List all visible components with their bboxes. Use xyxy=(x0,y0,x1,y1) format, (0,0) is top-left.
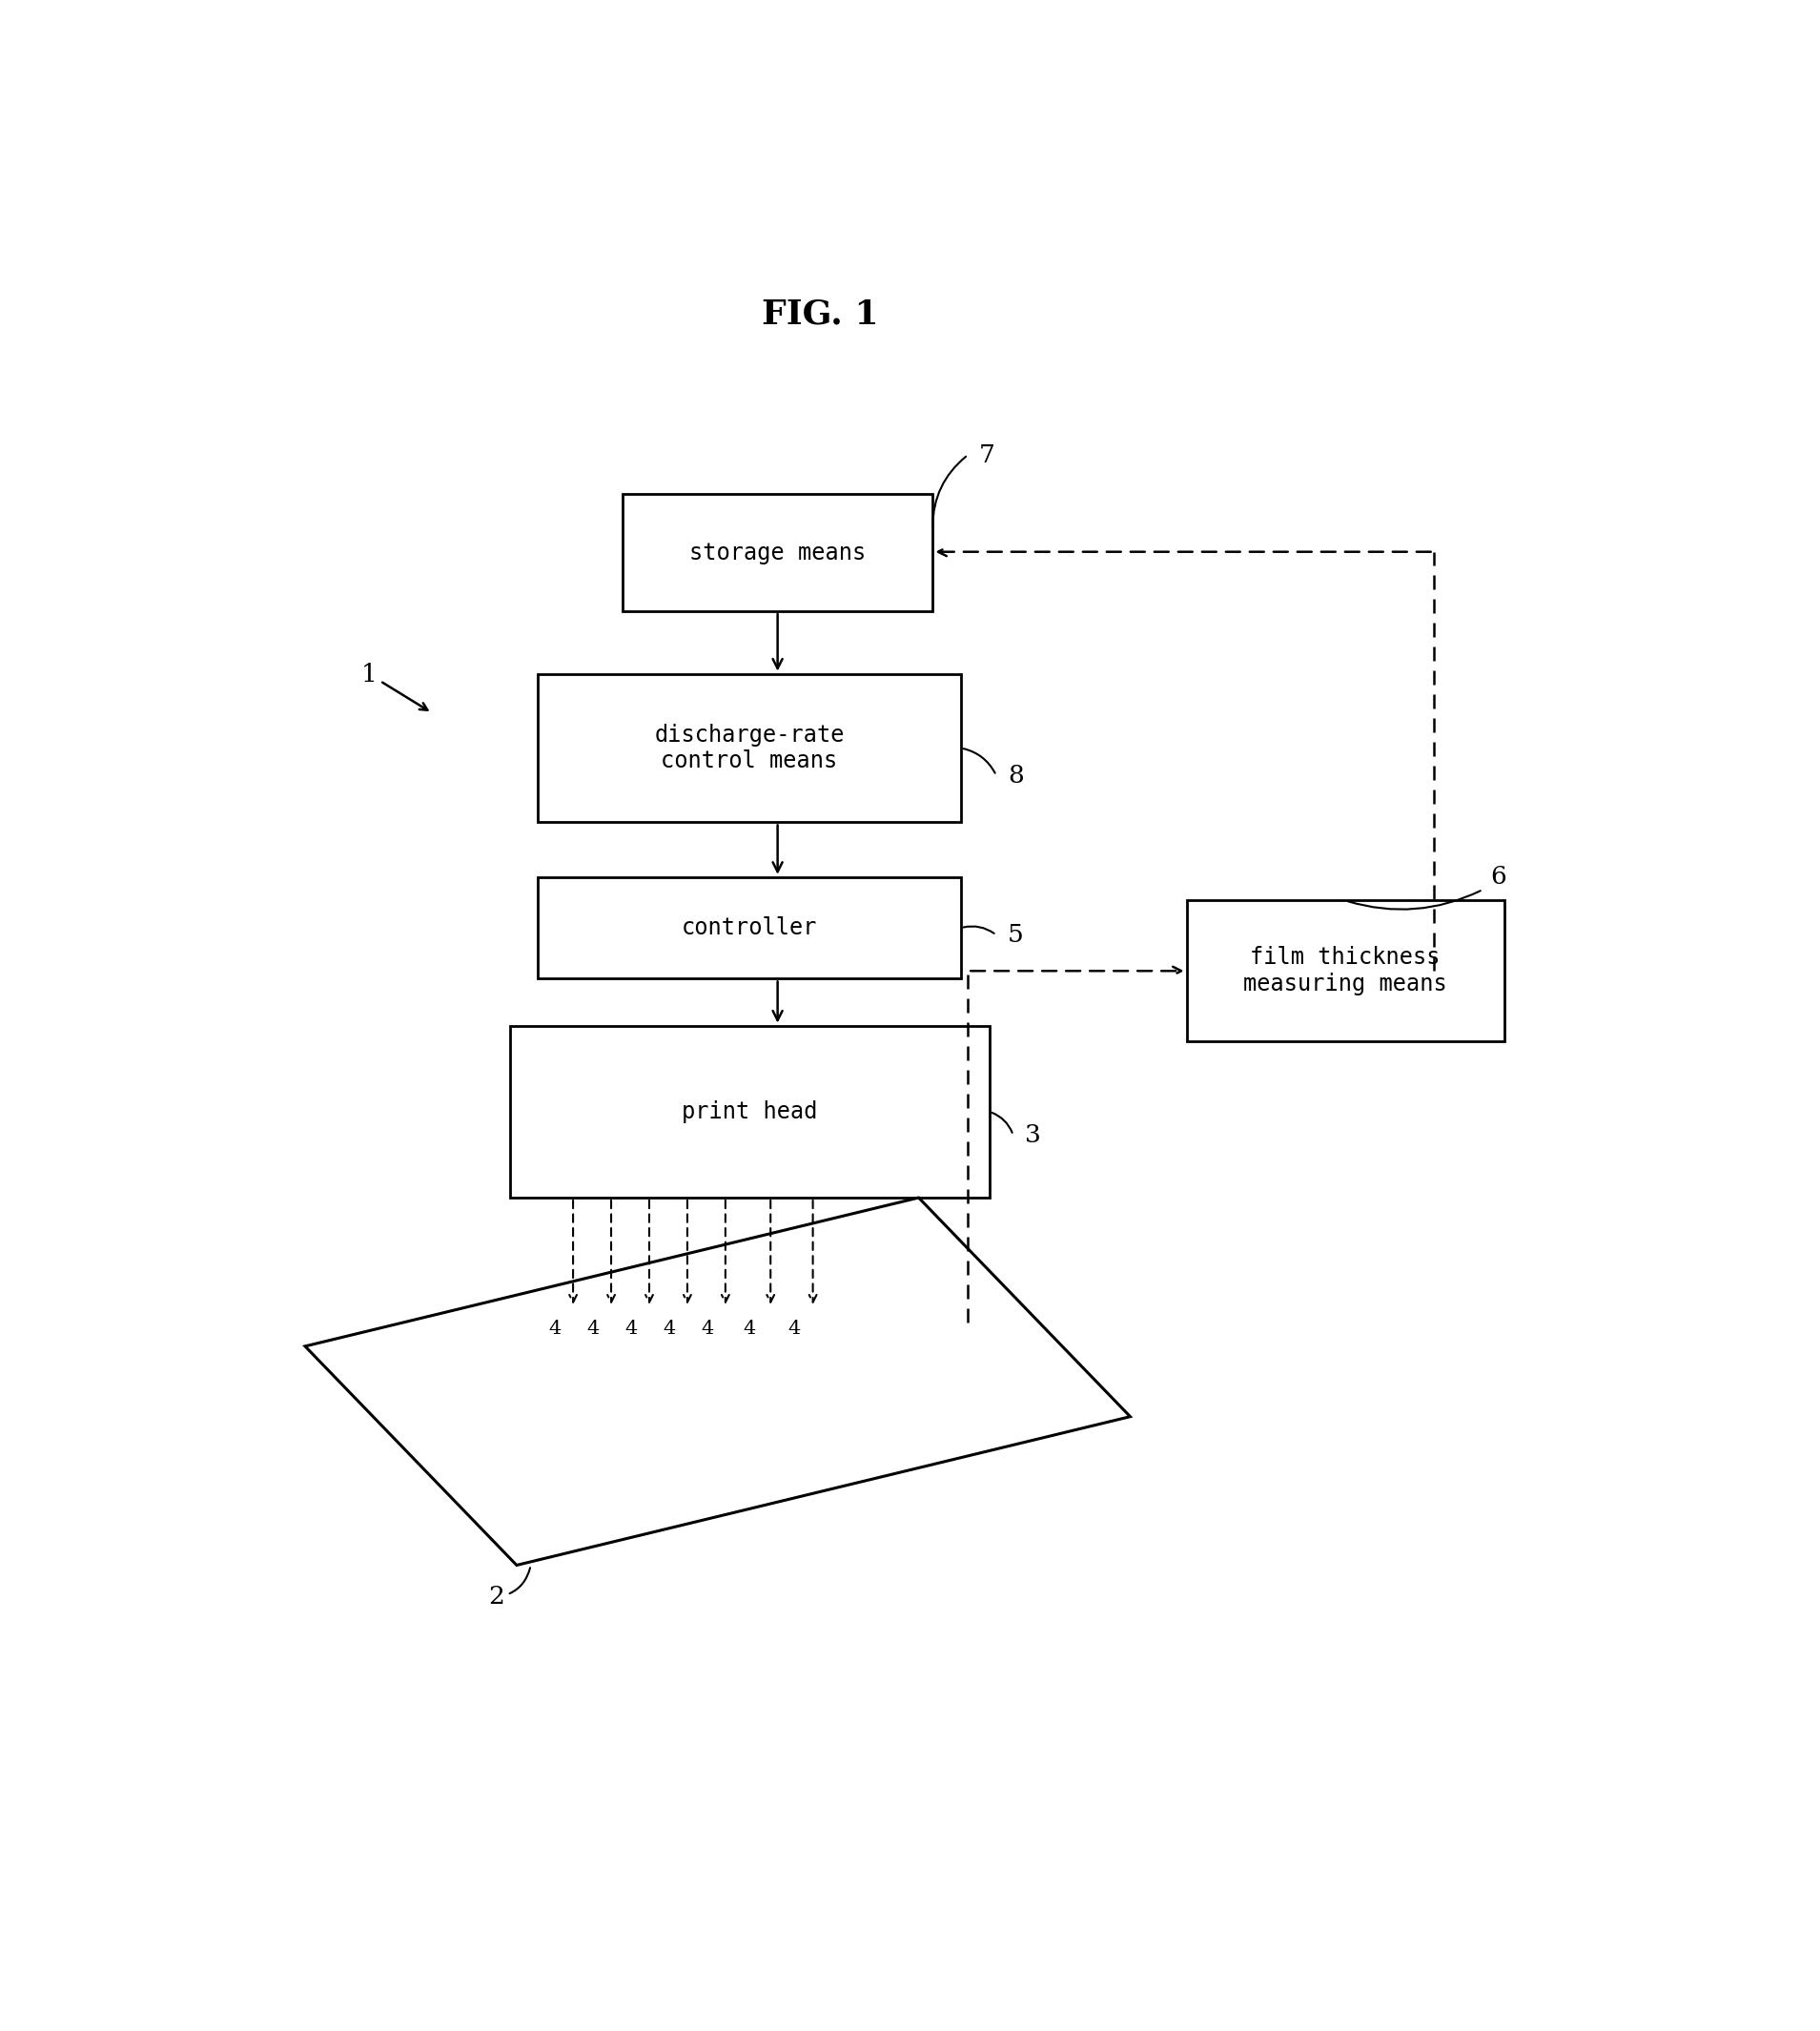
Text: print head: print head xyxy=(681,1101,817,1123)
Text: 6: 6 xyxy=(1491,865,1505,890)
Text: discharge-rate
control means: discharge-rate control means xyxy=(653,723,844,772)
Bar xyxy=(510,1026,990,1198)
Text: 4: 4 xyxy=(548,1320,561,1338)
Text: 8: 8 xyxy=(1008,764,1023,788)
Text: 4: 4 xyxy=(743,1320,755,1338)
Text: 4: 4 xyxy=(662,1320,675,1338)
Text: 2: 2 xyxy=(488,1568,530,1609)
Text: storage means: storage means xyxy=(690,540,866,565)
Text: 4: 4 xyxy=(586,1320,599,1338)
Text: controller: controller xyxy=(681,916,817,940)
Bar xyxy=(539,877,961,979)
Text: 3: 3 xyxy=(1025,1123,1041,1148)
Text: FIG. 1: FIG. 1 xyxy=(761,299,879,331)
Text: 5: 5 xyxy=(1008,922,1023,946)
Text: 7: 7 xyxy=(979,443,996,467)
Text: 1: 1 xyxy=(362,662,428,711)
Text: film thickness
measuring means: film thickness measuring means xyxy=(1243,946,1447,995)
Text: 4: 4 xyxy=(624,1320,637,1338)
Bar xyxy=(1187,900,1503,1042)
Bar xyxy=(539,674,961,823)
Bar xyxy=(622,494,934,611)
Text: 4: 4 xyxy=(701,1320,713,1338)
Text: 4: 4 xyxy=(788,1320,801,1338)
